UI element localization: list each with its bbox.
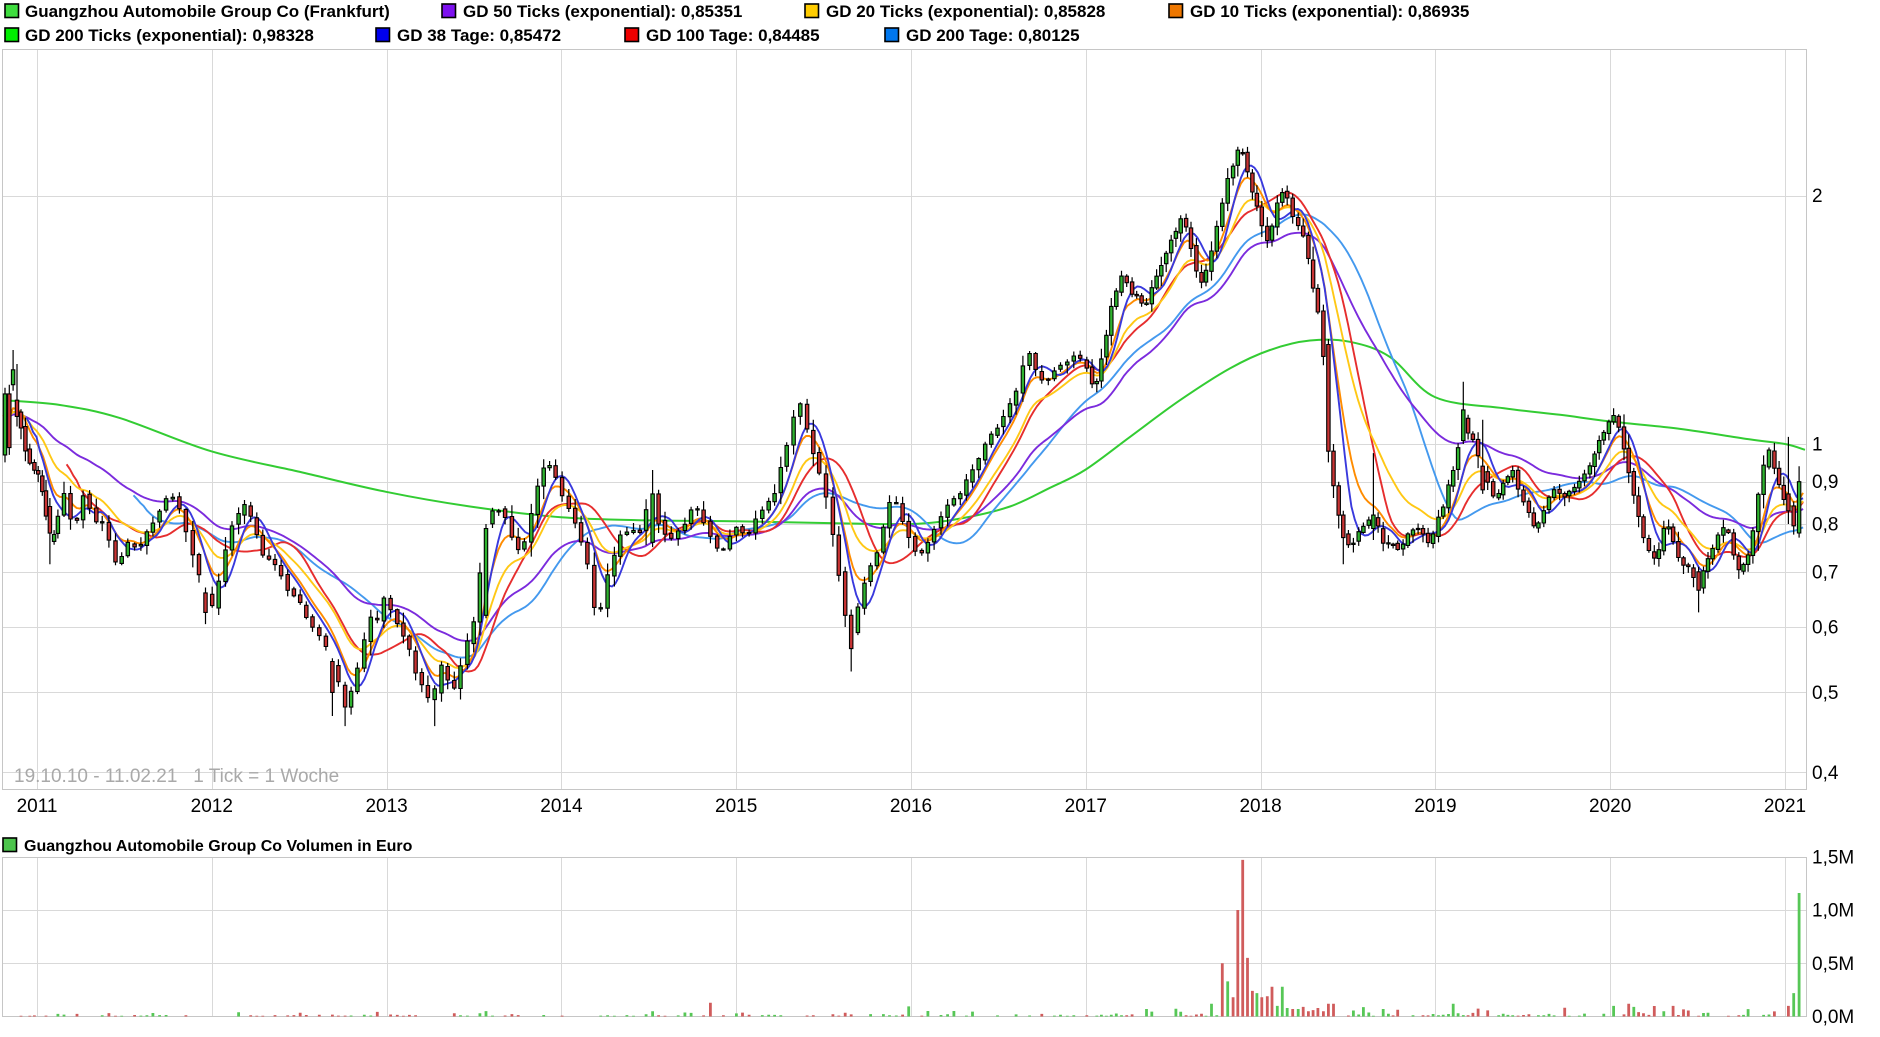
svg-text:GD 10 Ticks (exponential): 0,8: GD 10 Ticks (exponential): 0,86935 [1190, 2, 1469, 21]
svg-text:GD 200 Tage: 0,80125: GD 200 Tage: 0,80125 [906, 26, 1080, 45]
svg-text:2015: 2015 [715, 796, 757, 817]
svg-text:GD 50 Ticks (exponential): 0,8: GD 50 Ticks (exponential): 0,85351 [463, 2, 742, 21]
svg-text:GD 38 Tage: 0,85472: GD 38 Tage: 0,85472 [397, 26, 561, 45]
svg-text:2012: 2012 [191, 796, 233, 817]
svg-text:1,0M: 1,0M [1812, 901, 1854, 922]
svg-text:2021: 2021 [1764, 796, 1806, 817]
svg-text:2: 2 [1812, 186, 1823, 207]
svg-text:0,4: 0,4 [1812, 763, 1839, 784]
svg-text:0,6: 0,6 [1812, 618, 1838, 639]
svg-text:1: 1 [1812, 435, 1823, 456]
svg-text:2018: 2018 [1239, 796, 1281, 817]
svg-text:0,8: 0,8 [1812, 514, 1838, 535]
svg-text:Guangzhou Automobile Group Co: Guangzhou Automobile Group Co (Frankfurt… [25, 2, 390, 21]
svg-text:0,0M: 0,0M [1812, 1007, 1854, 1028]
svg-text:0,5: 0,5 [1812, 683, 1838, 704]
svg-text:0,9: 0,9 [1812, 472, 1838, 493]
svg-text:0,5M: 0,5M [1812, 954, 1854, 975]
svg-text:19.10.10 - 11.02.21 1 Tick =: 19.10.10 - 11.02.21 1 Tick = 1 Woche [14, 766, 339, 787]
svg-text:2011: 2011 [17, 796, 58, 817]
svg-text:2016: 2016 [890, 796, 932, 817]
svg-text:1,5M: 1,5M [1812, 847, 1854, 868]
svg-text:2014: 2014 [540, 796, 583, 817]
svg-text:0,7: 0,7 [1812, 562, 1838, 583]
svg-text:2020: 2020 [1589, 796, 1631, 817]
svg-text:GD 200 Ticks (exponential): 0,: GD 200 Ticks (exponential): 0,98328 [25, 26, 314, 45]
svg-text:2019: 2019 [1414, 796, 1456, 817]
svg-text:2013: 2013 [365, 796, 407, 817]
svg-text:Guangzhou Automobile Group Co: Guangzhou Automobile Group Co Volumen in… [24, 838, 413, 855]
svg-text:GD 20 Ticks (exponential): 0,8: GD 20 Ticks (exponential): 0,85828 [826, 2, 1105, 21]
svg-text:2017: 2017 [1065, 796, 1107, 817]
svg-text:GD 100 Tage: 0,84485: GD 100 Tage: 0,84485 [646, 26, 820, 45]
